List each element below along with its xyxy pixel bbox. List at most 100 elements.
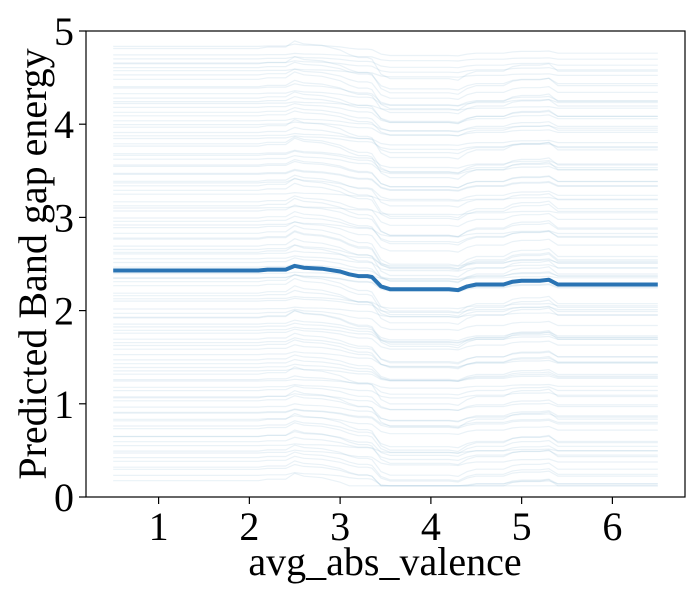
ice-line — [113, 412, 658, 453]
ice-line — [113, 308, 658, 332]
ice-line — [113, 366, 658, 407]
ice-line — [113, 126, 658, 155]
ice-line — [113, 430, 658, 457]
ice-line — [113, 263, 658, 280]
ice-line — [113, 271, 658, 281]
ice-line — [113, 429, 658, 466]
ice-line — [113, 257, 658, 283]
ice-line — [113, 295, 658, 310]
ice-line — [113, 117, 658, 132]
ice-line — [113, 178, 658, 201]
ice-line — [113, 244, 658, 284]
ice-line — [113, 385, 658, 412]
ice-line — [113, 169, 658, 192]
ice-line — [113, 210, 658, 246]
ice-line — [113, 221, 658, 253]
ice-line — [113, 174, 658, 208]
ice-line — [113, 68, 658, 101]
ice-line — [113, 56, 658, 69]
x-axis-label: avg_abs_valence — [248, 539, 521, 584]
ice-line — [113, 403, 658, 422]
ice-line — [113, 177, 658, 219]
ice-line — [113, 297, 658, 314]
ice-line — [113, 319, 658, 342]
ice-line — [113, 339, 658, 370]
ice-line — [113, 337, 658, 364]
ice-line — [113, 277, 658, 317]
plot-frame — [85, 30, 686, 498]
ice-line — [113, 71, 658, 111]
ice-line — [113, 436, 658, 462]
ice-line — [113, 351, 658, 368]
ice-line — [113, 224, 658, 267]
ice-line — [113, 408, 658, 428]
ice-line — [113, 150, 658, 174]
x-tick-label: 5 — [512, 504, 532, 549]
ice-line — [113, 195, 658, 228]
ice-line — [113, 408, 658, 429]
ice-line — [113, 322, 658, 343]
ice-line — [113, 204, 658, 238]
ice-line — [113, 326, 658, 344]
ice-line — [113, 132, 658, 146]
ice-line — [113, 221, 658, 238]
ice-line — [113, 471, 658, 487]
ice-line — [113, 358, 658, 382]
ice-line — [113, 395, 658, 423]
y-tick-label: 5 — [54, 9, 74, 54]
ice-line — [113, 285, 658, 325]
ice-line — [113, 83, 658, 107]
ice-line — [113, 310, 658, 349]
ice-line — [113, 354, 658, 381]
ice-line — [113, 472, 658, 487]
ice-line — [113, 191, 658, 202]
ice-line — [113, 289, 658, 319]
x-tick-label: 2 — [239, 504, 259, 549]
ice-line — [113, 444, 658, 478]
x-tick-label: 6 — [602, 504, 622, 549]
ice-line — [113, 118, 658, 160]
ice-line — [113, 367, 658, 382]
y-tick-label: 1 — [54, 382, 74, 427]
ice-line — [113, 90, 658, 107]
ice-line — [113, 101, 658, 111]
ice-line — [113, 43, 658, 57]
ice-line — [113, 393, 658, 411]
ice-line — [113, 230, 658, 270]
ice-line — [113, 255, 658, 272]
ice-line — [113, 40, 658, 81]
ice-line — [113, 443, 658, 454]
ice-line — [113, 102, 658, 124]
ice-line — [113, 463, 658, 487]
y-axis-label: Predicted Band gap energy — [10, 48, 55, 479]
x-tick-label: 3 — [330, 504, 350, 549]
ice-line — [113, 182, 658, 221]
ice-line — [113, 61, 658, 91]
ice-line — [113, 110, 658, 137]
y-tick-label: 3 — [54, 195, 74, 240]
ice-line — [113, 95, 658, 123]
ice-line — [113, 451, 658, 482]
ice-line — [113, 383, 658, 400]
ice-line — [113, 215, 658, 244]
ice-line — [113, 160, 658, 189]
ice-line — [113, 197, 658, 238]
ice-line — [113, 455, 658, 483]
ice-line — [113, 158, 658, 189]
ice-line — [113, 121, 658, 137]
ice-line — [113, 378, 658, 390]
ice-line — [113, 420, 658, 449]
ice-line — [113, 106, 658, 133]
ice-line — [113, 306, 658, 318]
ice-line — [113, 135, 658, 151]
ice-line — [113, 460, 658, 487]
ice-line — [113, 238, 658, 278]
ice-line — [113, 205, 658, 216]
ice-line — [113, 250, 658, 267]
y-axis: 0 1 2 3 4 5 — [54, 9, 86, 520]
y-tick-label: 0 — [54, 475, 74, 520]
ice-line — [113, 415, 658, 436]
ice-line — [113, 168, 658, 192]
ice-line — [113, 449, 658, 467]
ice-line — [113, 60, 658, 74]
